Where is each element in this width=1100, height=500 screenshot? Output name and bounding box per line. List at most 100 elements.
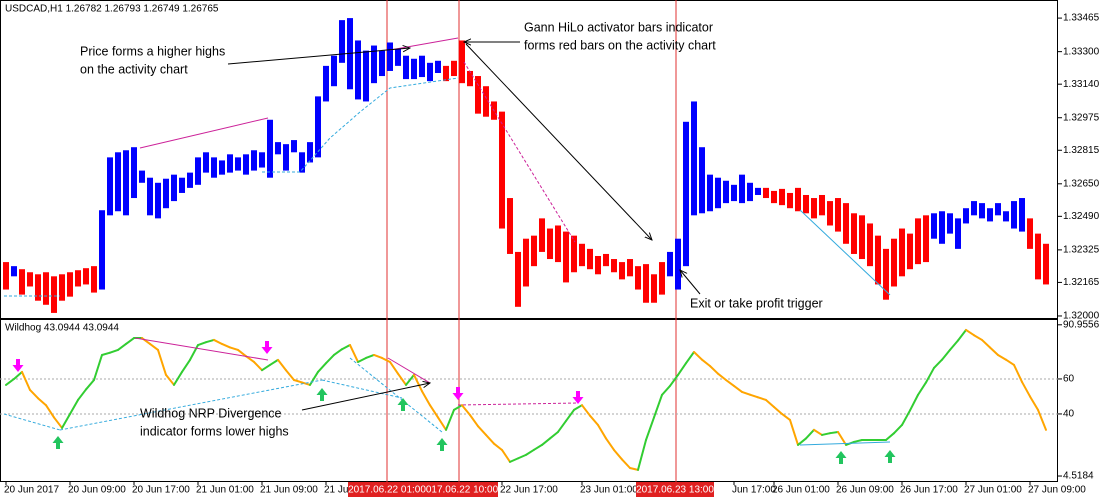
y-tick-label: 1.32165 <box>1063 277 1100 288</box>
price-bar <box>291 140 297 153</box>
price-bar <box>443 65 449 82</box>
oscillator-segment <box>469 413 479 428</box>
x-tick-label: 26 Jun 09:00 <box>836 485 894 496</box>
price-bar <box>715 177 721 209</box>
annotation: on the activity chart <box>80 62 188 76</box>
price-bar <box>923 215 929 263</box>
price-bar <box>419 55 425 78</box>
price-bar <box>867 223 873 267</box>
oscillator-segment <box>925 366 935 384</box>
price-bar <box>875 235 881 285</box>
y-tick-label: 1.32815 <box>1063 145 1100 156</box>
price-bar <box>59 274 65 301</box>
y-tick-label: 40 <box>1063 409 1075 420</box>
oscillator <box>5 328 1047 471</box>
oscillator-segment <box>101 351 111 356</box>
price-bar <box>787 192 793 209</box>
oscillator-segment <box>789 418 799 446</box>
x-tick-label: 27 Jun 09:00 <box>1028 485 1086 496</box>
price-bar <box>235 157 241 171</box>
price-bar <box>35 274 41 301</box>
price-bar <box>459 40 465 84</box>
oscillator-segment <box>781 412 791 421</box>
price-bar <box>379 50 385 77</box>
oscillator-segment <box>533 443 543 451</box>
oscillator-segment <box>445 408 455 431</box>
price-bar <box>3 262 9 290</box>
price-bar <box>555 225 561 263</box>
price-bar <box>747 182 753 202</box>
price-bar <box>67 272 73 297</box>
vertical-line-labels: 2017.06.22 01:00 017.06.22 10:00 2017.06… <box>348 482 714 497</box>
price-bar <box>1003 211 1009 222</box>
x-tick-label: 21 Jun 01:00 <box>196 485 254 496</box>
price-bar <box>163 178 169 209</box>
oscillator-segment <box>709 365 719 375</box>
vertical-line-label-box <box>426 482 498 497</box>
price-bar <box>91 266 97 293</box>
x-tick-label: Jun 17:00 <box>732 485 776 496</box>
vertical-line-label-box <box>636 482 714 497</box>
oscillator-segment <box>237 348 247 358</box>
oscillator-segment <box>949 339 959 351</box>
y-tick-label: 4.5184 <box>1063 471 1094 482</box>
oscillator-segment <box>885 432 895 442</box>
oscillator-segment <box>173 370 183 386</box>
price-bar <box>691 101 697 216</box>
oscillator-segment <box>581 404 591 417</box>
oscillator-segment <box>717 372 727 382</box>
price-bar <box>907 233 913 270</box>
oscillator-segment <box>1013 363 1023 383</box>
chart-title: USDCAD,H1 1.26782 1.26793 1.26749 1.2676… <box>5 4 219 15</box>
y-tick-label: 60 <box>1063 374 1075 385</box>
trend-line <box>389 37 459 51</box>
y-tick-label: 90.9556 <box>1063 319 1100 330</box>
oscillator-segment <box>661 384 671 396</box>
oscillator-segment <box>765 398 775 408</box>
price-bar <box>355 40 361 100</box>
oscillator-segment <box>477 425 487 436</box>
oscillator-segment <box>645 416 655 442</box>
price-bar <box>859 215 865 260</box>
oscillator-segment <box>181 358 191 373</box>
oscillator-segment <box>397 372 407 386</box>
price-bar <box>771 190 777 204</box>
price-bar <box>147 177 153 216</box>
oscillator-segment <box>213 338 223 345</box>
oscillator-segment <box>309 370 319 386</box>
oscillator-segment <box>565 408 575 422</box>
oscillator-segment <box>205 338 215 344</box>
oscillator-segment <box>509 457 519 463</box>
oscillator-segment <box>501 448 511 463</box>
price-bar <box>987 208 993 222</box>
price-bar <box>899 228 905 277</box>
oscillator-segment <box>285 369 295 382</box>
oscillator-segment <box>69 398 79 415</box>
price-bar <box>171 174 177 202</box>
oscillator-segment <box>853 439 863 443</box>
price-bar <box>1043 243 1049 285</box>
price-bar <box>283 144 289 171</box>
osc-trend-line <box>321 379 403 399</box>
price-bar <box>531 235 537 267</box>
x-tick-label: 21 Jun 09:00 <box>260 485 318 496</box>
price-bar <box>731 184 737 202</box>
price-bar <box>619 262 625 280</box>
price-bar <box>947 213 953 234</box>
oscillator-segment <box>325 353 335 365</box>
price-bar <box>267 119 273 178</box>
annotation-arrow <box>680 270 701 295</box>
oscillator-segment <box>733 384 743 393</box>
price-bar <box>667 251 673 277</box>
oscillator-segment <box>317 362 327 373</box>
oscillator-segment <box>221 342 231 349</box>
price-bar <box>475 76 481 114</box>
price-bar <box>179 177 185 193</box>
price-bar <box>27 272 33 287</box>
price-bar <box>939 211 945 244</box>
price-bar <box>827 201 833 226</box>
oscillator-segment <box>557 419 567 433</box>
price-bar <box>523 238 529 287</box>
price-bar <box>123 150 129 216</box>
